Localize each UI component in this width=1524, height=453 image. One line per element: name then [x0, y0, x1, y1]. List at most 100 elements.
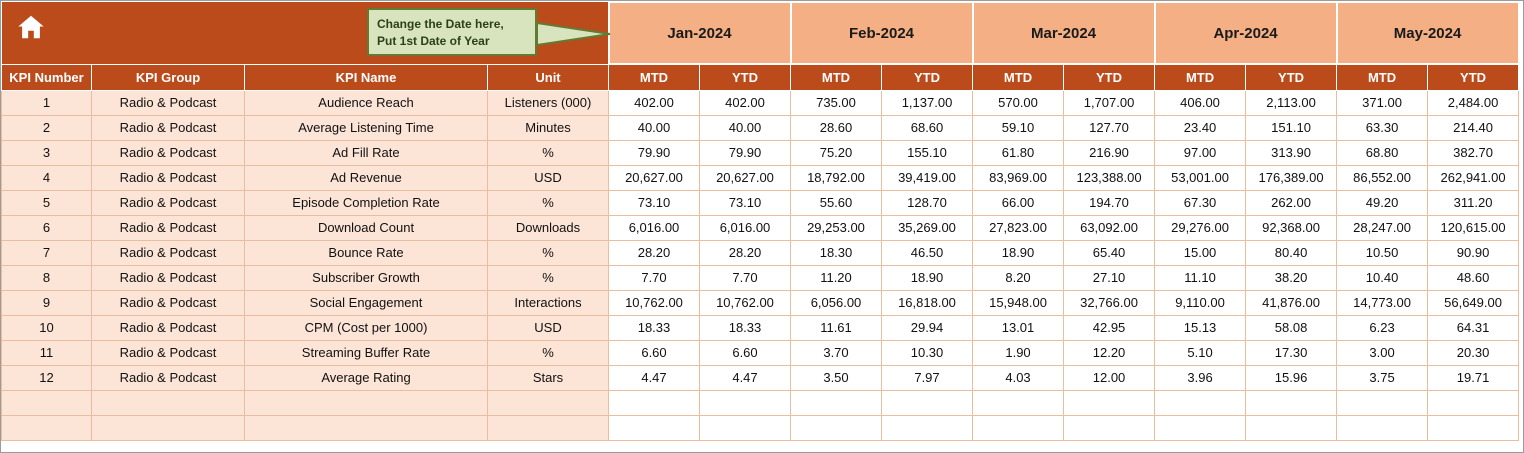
kpi-name-cell[interactable]: Bounce Rate — [244, 239, 488, 266]
value-cell[interactable]: 46.50 — [880, 239, 974, 266]
value-cell[interactable]: 66.00 — [972, 189, 1065, 216]
value-cell[interactable]: 63.30 — [1336, 114, 1429, 141]
kpi-unit-cell[interactable]: USD — [487, 164, 609, 191]
header-unit[interactable]: Unit — [487, 63, 609, 91]
value-cell[interactable]: 6,016.00 — [608, 214, 700, 241]
period-header-ytd[interactable]: YTD — [1063, 63, 1156, 91]
value-cell[interactable]: 1,707.00 — [1063, 89, 1156, 116]
kpi-group-cell[interactable]: Radio & Podcast — [91, 339, 245, 366]
value-cell[interactable]: 262.00 — [1245, 189, 1338, 216]
empty-value-cell[interactable] — [972, 414, 1065, 441]
value-cell[interactable]: 2,484.00 — [1427, 89, 1520, 116]
value-cell[interactable]: 68.60 — [880, 114, 974, 141]
kpi-unit-cell[interactable]: Downloads — [487, 214, 609, 241]
value-cell[interactable]: 17.30 — [1245, 339, 1338, 366]
kpi-number-cell[interactable]: 8 — [1, 264, 92, 291]
empty-value-cell[interactable] — [1063, 414, 1156, 441]
period-header-ytd[interactable]: YTD — [1427, 63, 1520, 91]
value-cell[interactable]: 7.70 — [699, 264, 791, 291]
value-cell[interactable]: 35,269.00 — [880, 214, 974, 241]
value-cell[interactable]: 18,792.00 — [790, 164, 882, 191]
value-cell[interactable]: 10.40 — [1336, 264, 1429, 291]
kpi-unit-cell[interactable]: USD — [487, 314, 609, 341]
value-cell[interactable]: 402.00 — [699, 89, 791, 116]
value-cell[interactable]: 63,092.00 — [1063, 214, 1156, 241]
empty-value-cell[interactable] — [699, 414, 791, 441]
value-cell[interactable]: 28,247.00 — [1336, 214, 1429, 241]
header-kpi-name[interactable]: KPI Name — [244, 63, 488, 91]
value-cell[interactable]: 3.96 — [1154, 364, 1247, 391]
kpi-name-cell[interactable]: Ad Fill Rate — [244, 139, 488, 166]
value-cell[interactable]: 155.10 — [880, 139, 974, 166]
kpi-number-cell[interactable]: 11 — [1, 339, 92, 366]
kpi-name-cell[interactable]: Ad Revenue — [244, 164, 488, 191]
kpi-number-cell[interactable]: 2 — [1, 114, 92, 141]
value-cell[interactable]: 18.90 — [880, 264, 974, 291]
month-header-cell[interactable]: Feb-2024 — [789, 1, 974, 65]
value-cell[interactable]: 176,389.00 — [1245, 164, 1338, 191]
month-header-cell[interactable]: Jan-2024 — [607, 1, 792, 65]
value-cell[interactable]: 18.30 — [790, 239, 882, 266]
value-cell[interactable]: 27.10 — [1063, 264, 1156, 291]
value-cell[interactable]: 7.97 — [880, 364, 974, 391]
kpi-number-cell[interactable]: 9 — [1, 289, 92, 316]
value-cell[interactable]: 15,948.00 — [972, 289, 1065, 316]
value-cell[interactable]: 28.20 — [699, 239, 791, 266]
value-cell[interactable]: 11.10 — [1154, 264, 1247, 291]
value-cell[interactable]: 3.75 — [1336, 364, 1429, 391]
empty-meta-cell[interactable] — [244, 389, 488, 416]
value-cell[interactable]: 48.60 — [1427, 264, 1520, 291]
value-cell[interactable]: 79.90 — [699, 139, 791, 166]
value-cell[interactable]: 83,969.00 — [972, 164, 1065, 191]
value-cell[interactable]: 3.50 — [790, 364, 882, 391]
empty-meta-cell[interactable] — [1, 389, 92, 416]
value-cell[interactable]: 56,649.00 — [1427, 289, 1520, 316]
period-header-mtd[interactable]: MTD — [972, 63, 1065, 91]
kpi-name-cell[interactable]: Average Rating — [244, 364, 488, 391]
kpi-group-cell[interactable]: Radio & Podcast — [91, 164, 245, 191]
value-cell[interactable]: 58.08 — [1245, 314, 1338, 341]
value-cell[interactable]: 65.40 — [1063, 239, 1156, 266]
value-cell[interactable]: 10,762.00 — [699, 289, 791, 316]
value-cell[interactable]: 4.03 — [972, 364, 1065, 391]
empty-value-cell[interactable] — [1427, 389, 1520, 416]
value-cell[interactable]: 18.90 — [972, 239, 1065, 266]
header-kpi-group[interactable]: KPI Group — [91, 63, 245, 91]
kpi-name-cell[interactable]: CPM (Cost per 1000) — [244, 314, 488, 341]
value-cell[interactable]: 10,762.00 — [608, 289, 700, 316]
kpi-number-cell[interactable]: 10 — [1, 314, 92, 341]
empty-value-cell[interactable] — [880, 389, 974, 416]
value-cell[interactable]: 15.96 — [1245, 364, 1338, 391]
empty-value-cell[interactable] — [880, 414, 974, 441]
value-cell[interactable]: 86,552.00 — [1336, 164, 1429, 191]
value-cell[interactable]: 120,615.00 — [1427, 214, 1520, 241]
value-cell[interactable]: 49.20 — [1336, 189, 1429, 216]
value-cell[interactable]: 406.00 — [1154, 89, 1247, 116]
kpi-name-cell[interactable]: Streaming Buffer Rate — [244, 339, 488, 366]
empty-meta-cell[interactable] — [91, 389, 245, 416]
kpi-name-cell[interactable]: Audience Reach — [244, 89, 488, 116]
empty-value-cell[interactable] — [608, 414, 700, 441]
value-cell[interactable]: 18.33 — [699, 314, 791, 341]
kpi-name-cell[interactable]: Episode Completion Rate — [244, 189, 488, 216]
value-cell[interactable]: 194.70 — [1063, 189, 1156, 216]
value-cell[interactable]: 735.00 — [790, 89, 882, 116]
kpi-group-cell[interactable]: Radio & Podcast — [91, 264, 245, 291]
value-cell[interactable]: 29.94 — [880, 314, 974, 341]
value-cell[interactable]: 40.00 — [699, 114, 791, 141]
value-cell[interactable]: 61.80 — [972, 139, 1065, 166]
value-cell[interactable]: 79.90 — [608, 139, 700, 166]
period-header-ytd[interactable]: YTD — [880, 63, 974, 91]
value-cell[interactable]: 19.71 — [1427, 364, 1520, 391]
kpi-name-cell[interactable]: Subscriber Growth — [244, 264, 488, 291]
kpi-unit-cell[interactable]: % — [487, 264, 609, 291]
value-cell[interactable]: 12.00 — [1063, 364, 1156, 391]
value-cell[interactable]: 7.70 — [608, 264, 700, 291]
value-cell[interactable]: 402.00 — [608, 89, 700, 116]
header-kpi-number[interactable]: KPI Number — [1, 63, 92, 91]
period-header-mtd[interactable]: MTD — [1154, 63, 1247, 91]
empty-value-cell[interactable] — [1336, 389, 1429, 416]
kpi-name-cell[interactable]: Average Listening Time — [244, 114, 488, 141]
value-cell[interactable]: 216.90 — [1063, 139, 1156, 166]
value-cell[interactable]: 41,876.00 — [1245, 289, 1338, 316]
